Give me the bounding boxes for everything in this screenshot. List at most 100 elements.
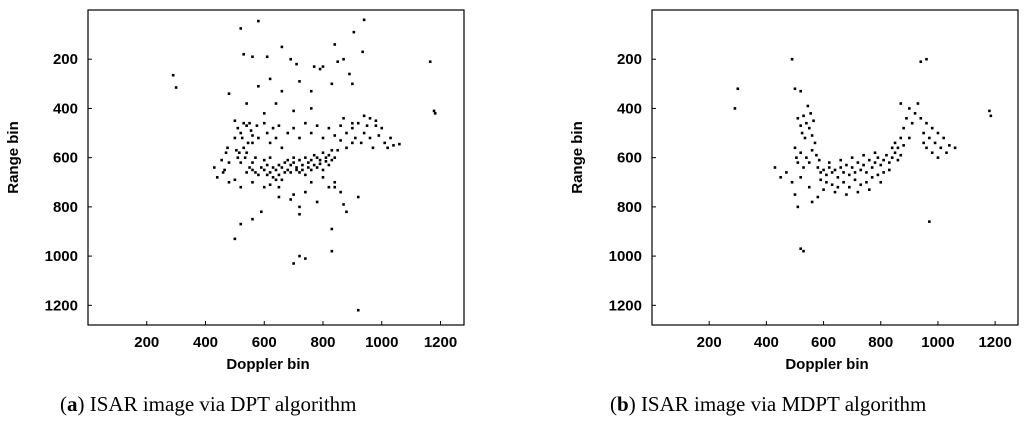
data-point xyxy=(899,136,903,140)
data-point xyxy=(298,171,301,174)
data-point xyxy=(361,50,364,54)
data-point xyxy=(805,121,808,125)
data-point xyxy=(948,144,951,147)
data-point xyxy=(233,136,237,140)
data-point xyxy=(245,102,248,105)
plot-frame xyxy=(651,9,1019,326)
data-point xyxy=(925,57,928,61)
data-point xyxy=(298,158,301,162)
data-point xyxy=(280,166,284,169)
data-point xyxy=(295,62,298,66)
caption-a-label: a xyxy=(67,392,78,416)
caption-b-label: b xyxy=(617,392,629,416)
data-point xyxy=(799,151,802,155)
data-point xyxy=(171,73,175,77)
data-point xyxy=(793,146,797,150)
data-point xyxy=(392,144,395,147)
data-point xyxy=(428,60,432,63)
data-point xyxy=(246,141,250,145)
data-point xyxy=(817,158,821,162)
data-point xyxy=(277,185,281,189)
data-point xyxy=(922,131,925,135)
data-point xyxy=(873,161,877,164)
data-point xyxy=(371,146,375,150)
data-point xyxy=(856,161,860,164)
data-point xyxy=(790,57,794,61)
data-point xyxy=(277,124,281,127)
data-point xyxy=(793,87,797,91)
data-point xyxy=(819,178,823,182)
data-point xyxy=(827,161,831,164)
data-point xyxy=(345,210,348,214)
data-point xyxy=(908,136,911,140)
data-point xyxy=(292,126,295,130)
data-point xyxy=(324,156,328,159)
data-point xyxy=(850,166,854,169)
data-point xyxy=(330,249,334,253)
data-point xyxy=(333,185,337,189)
panel-a: 200 400 600 800 1000 1200 200 400 600 800 1000 1200… xyxy=(5,9,465,416)
data-point xyxy=(342,203,345,206)
data-point xyxy=(268,141,272,145)
x-tick-label: 600 xyxy=(252,334,277,351)
data-point xyxy=(242,52,245,56)
data-point xyxy=(925,121,928,125)
data-point xyxy=(836,185,840,189)
data-point xyxy=(845,163,848,167)
data-point xyxy=(389,136,392,140)
data-point xyxy=(298,212,301,216)
data-point xyxy=(856,190,860,194)
data-point xyxy=(312,153,316,157)
y-tick-label: 400 xyxy=(617,100,642,117)
data-point xyxy=(251,141,254,145)
data-point xyxy=(890,146,894,150)
y-tick-label: 1000 xyxy=(609,248,642,265)
data-point xyxy=(307,161,310,164)
data-point xyxy=(321,168,325,172)
data-point xyxy=(280,178,284,182)
data-point xyxy=(248,166,251,169)
data-point xyxy=(905,116,908,120)
data-point xyxy=(800,131,804,135)
data-point xyxy=(309,158,313,162)
data-point xyxy=(277,173,281,177)
data-point xyxy=(822,188,825,191)
x-tick-label: 1000 xyxy=(365,334,398,351)
data-point xyxy=(885,153,888,157)
chart-a: 200 400 600 800 1000 1200 200 400 600 800 1000 1200… xyxy=(5,9,465,373)
data-point xyxy=(899,153,903,157)
data-point xyxy=(262,112,266,115)
data-point xyxy=(876,173,880,177)
data-point xyxy=(312,65,316,68)
data-point xyxy=(237,151,241,155)
data-point xyxy=(271,176,275,179)
data-point xyxy=(274,102,278,105)
data-point xyxy=(356,121,360,125)
data-point xyxy=(292,193,295,196)
data-point xyxy=(262,185,266,189)
data-point xyxy=(799,176,802,179)
data-point xyxy=(879,163,883,167)
data-point xyxy=(226,146,229,150)
data-point xyxy=(265,173,269,177)
caption-b: (b) ISAR image via MDPT algorithm xyxy=(610,392,927,416)
data-point xyxy=(902,126,905,130)
data-point xyxy=(295,166,298,169)
data-point xyxy=(274,168,278,172)
x-tick-label: 800 xyxy=(868,334,893,351)
data-point xyxy=(953,146,957,150)
data-point xyxy=(286,131,290,135)
data-point xyxy=(351,82,354,86)
data-point xyxy=(796,116,800,120)
data-point xyxy=(930,151,934,155)
data-point xyxy=(333,43,337,46)
data-point xyxy=(271,166,275,169)
x-tick-label: 200 xyxy=(697,334,722,351)
caption-a-text: ISAR image via DPT algorithm xyxy=(89,392,357,416)
data-point xyxy=(939,146,943,150)
data-point xyxy=(351,126,354,130)
data-point xyxy=(345,146,348,150)
data-point xyxy=(853,178,857,182)
data-point xyxy=(233,119,237,123)
data-point xyxy=(847,185,851,189)
